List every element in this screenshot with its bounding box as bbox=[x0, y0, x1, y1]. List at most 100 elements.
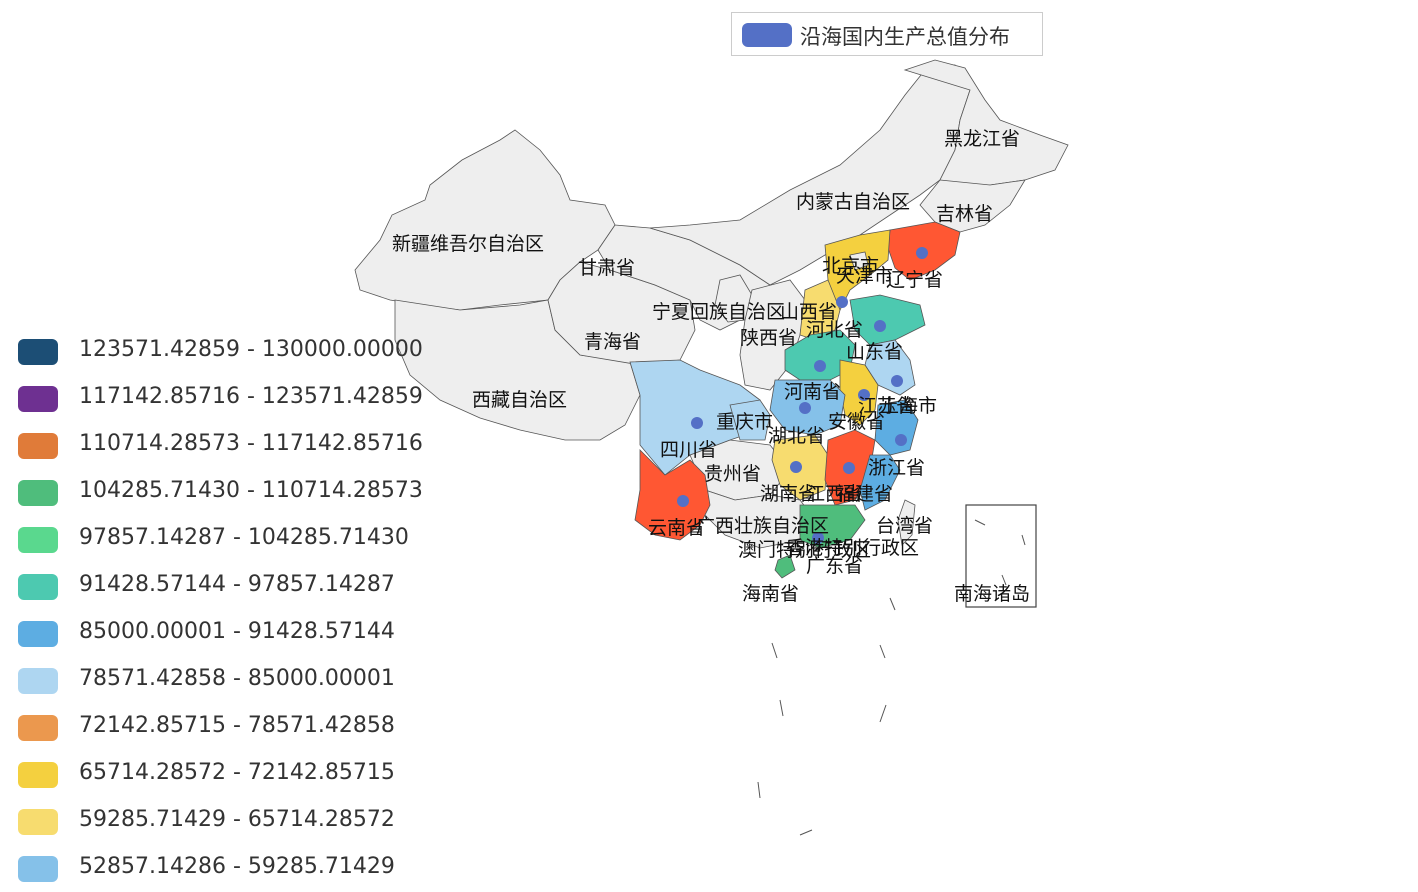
visual-map-swatch bbox=[18, 433, 58, 459]
location-dot[interactable] bbox=[812, 532, 824, 544]
visual-map-label: 91428.57144 - 97857.14287 bbox=[79, 572, 395, 597]
visual-map-swatch bbox=[18, 527, 58, 553]
region-xizang[interactable] bbox=[394, 299, 641, 441]
region-heilongjiang[interactable] bbox=[903, 59, 1069, 191]
region-label: 广西壮族自治区 bbox=[696, 515, 829, 537]
visual-map-item[interactable]: 59285.71429 - 65714.28572 bbox=[18, 806, 428, 836]
region-label: 北京市 bbox=[822, 255, 879, 277]
region-label: 山西省 bbox=[780, 301, 837, 323]
region-label: 新疆维吾尔自治区 bbox=[392, 233, 544, 255]
location-dot[interactable] bbox=[891, 375, 903, 387]
islands-mark-5 bbox=[889, 597, 896, 611]
region-label: 福建省 bbox=[836, 483, 893, 505]
region-label: 四川省 bbox=[660, 439, 717, 461]
visual-map-label: 72142.85715 - 78571.42858 bbox=[79, 713, 395, 738]
visual-map-label: 59285.71429 - 65714.28572 bbox=[79, 807, 395, 832]
location-dot[interactable] bbox=[843, 462, 855, 474]
location-dot[interactable] bbox=[691, 417, 703, 429]
region-label: 海南省 bbox=[742, 583, 799, 605]
location-dot[interactable] bbox=[677, 495, 689, 507]
series-legend[interactable]: 沿海国内生产总值分布 bbox=[731, 12, 1043, 56]
visual-map-swatch bbox=[18, 339, 58, 365]
visual-map-swatch bbox=[18, 762, 58, 788]
south-sea-islands-box[interactable] bbox=[965, 504, 1037, 608]
region-qinghai[interactable] bbox=[547, 261, 696, 366]
region-shandong[interactable] bbox=[849, 294, 926, 346]
region-label: 辽宁省 bbox=[886, 269, 943, 291]
islands-mark-3 bbox=[779, 699, 784, 717]
visual-map-label: 110714.28573 - 117142.85716 bbox=[79, 431, 423, 456]
visual-map-item[interactable]: 97857.14287 - 104285.71430 bbox=[18, 524, 428, 554]
region-label: 广东省 bbox=[806, 555, 863, 577]
region-label: 云南省 bbox=[648, 517, 705, 539]
islands-mark-8 bbox=[974, 519, 986, 526]
region-label: 南海诸岛 bbox=[954, 583, 1030, 605]
region-yunnan[interactable] bbox=[634, 449, 711, 541]
region-label: 贵州省 bbox=[704, 463, 761, 485]
visual-map-label: 117142.85716 - 123571.42859 bbox=[79, 384, 423, 409]
region-label: 山东省 bbox=[846, 341, 903, 363]
region-label: 湖南省 bbox=[760, 483, 817, 505]
region-jilin[interactable] bbox=[919, 179, 1026, 233]
region-label: 陕西省 bbox=[740, 327, 797, 349]
visual-map-item[interactable]: 123571.42859 - 130000.00000 bbox=[18, 336, 428, 366]
location-dot[interactable] bbox=[858, 389, 870, 401]
series-legend-label: 沿海国内生产总值分布 bbox=[800, 25, 1010, 49]
region-hainan[interactable] bbox=[774, 554, 796, 579]
region-label: 江西省 bbox=[806, 483, 863, 505]
region-label: 天津市 bbox=[836, 265, 893, 287]
region-shanxi[interactable] bbox=[799, 279, 841, 341]
visual-map-item[interactable]: 65714.28572 - 72142.85715 bbox=[18, 759, 428, 789]
region-label: 台湾省 bbox=[876, 515, 933, 537]
visual-map-item[interactable]: 110714.28573 - 117142.85716 bbox=[18, 430, 428, 460]
visual-map-label: 97857.14287 - 104285.71430 bbox=[79, 525, 409, 550]
location-dot[interactable] bbox=[799, 402, 811, 414]
visual-map-label: 65714.28572 - 72142.85715 bbox=[79, 760, 395, 785]
visual-map-label: 78571.42858 - 85000.00001 bbox=[79, 666, 395, 691]
visual-map-item[interactable]: 85000.00001 - 91428.57144 bbox=[18, 618, 428, 648]
visual-map-swatch bbox=[18, 856, 58, 882]
region-label: 上海市 bbox=[880, 395, 937, 417]
region-taiwan[interactable] bbox=[897, 499, 916, 546]
region-label: 江苏省 bbox=[858, 395, 915, 417]
islands-mark-4 bbox=[879, 704, 887, 723]
visual-map-item[interactable]: 104285.71430 - 110714.28573 bbox=[18, 477, 428, 507]
location-dot[interactable] bbox=[874, 320, 886, 332]
location-dot[interactable] bbox=[814, 360, 826, 372]
region-beijing[interactable] bbox=[849, 251, 869, 271]
location-dot[interactable] bbox=[790, 461, 802, 473]
region-label: 湖北省 bbox=[768, 425, 825, 447]
region-label: 河北省 bbox=[806, 319, 863, 341]
islands-mark-2 bbox=[879, 644, 886, 659]
visual-map-swatch bbox=[18, 386, 58, 412]
region-fujian[interactable] bbox=[859, 454, 901, 511]
visual-map-item[interactable]: 72142.85715 - 78571.42858 bbox=[18, 712, 428, 742]
series-legend-swatch bbox=[742, 23, 792, 47]
region-label: 宁夏回族自治区 bbox=[652, 301, 785, 323]
islands-mark-9 bbox=[1021, 534, 1026, 546]
visual-map-item[interactable]: 91428.57144 - 97857.14287 bbox=[18, 571, 428, 601]
region-label: 重庆市 bbox=[716, 411, 773, 433]
visual-map-item[interactable]: 52857.14286 - 59285.71429 bbox=[18, 853, 428, 883]
location-dot[interactable] bbox=[836, 296, 848, 308]
visual-map-swatch bbox=[18, 621, 58, 647]
region-label: 吉林省 bbox=[936, 203, 993, 225]
visual-map-swatch bbox=[18, 715, 58, 741]
region-label: 西藏自治区 bbox=[472, 389, 567, 411]
location-dot[interactable] bbox=[916, 247, 928, 259]
visual-map-label: 52857.14286 - 59285.71429 bbox=[79, 854, 395, 879]
visual-map-label: 85000.00001 - 91428.57144 bbox=[79, 619, 395, 644]
region-label: 内蒙古自治区 bbox=[796, 191, 910, 213]
visual-map-item[interactable]: 78571.42858 - 85000.00001 bbox=[18, 665, 428, 695]
location-dot[interactable] bbox=[895, 434, 907, 446]
islands-mark-6 bbox=[757, 781, 761, 799]
region-chongqing[interactable] bbox=[729, 399, 771, 441]
visual-map-item[interactable]: 117142.85716 - 123571.42859 bbox=[18, 383, 428, 413]
visual-map-swatch bbox=[18, 668, 58, 694]
region-label: 甘肃省 bbox=[578, 257, 635, 279]
islands-mark-7 bbox=[799, 829, 813, 836]
region-label: 浙江省 bbox=[868, 457, 925, 479]
region-label: 河南省 bbox=[784, 381, 841, 403]
region-label: 香港特别行政区 bbox=[786, 537, 919, 559]
